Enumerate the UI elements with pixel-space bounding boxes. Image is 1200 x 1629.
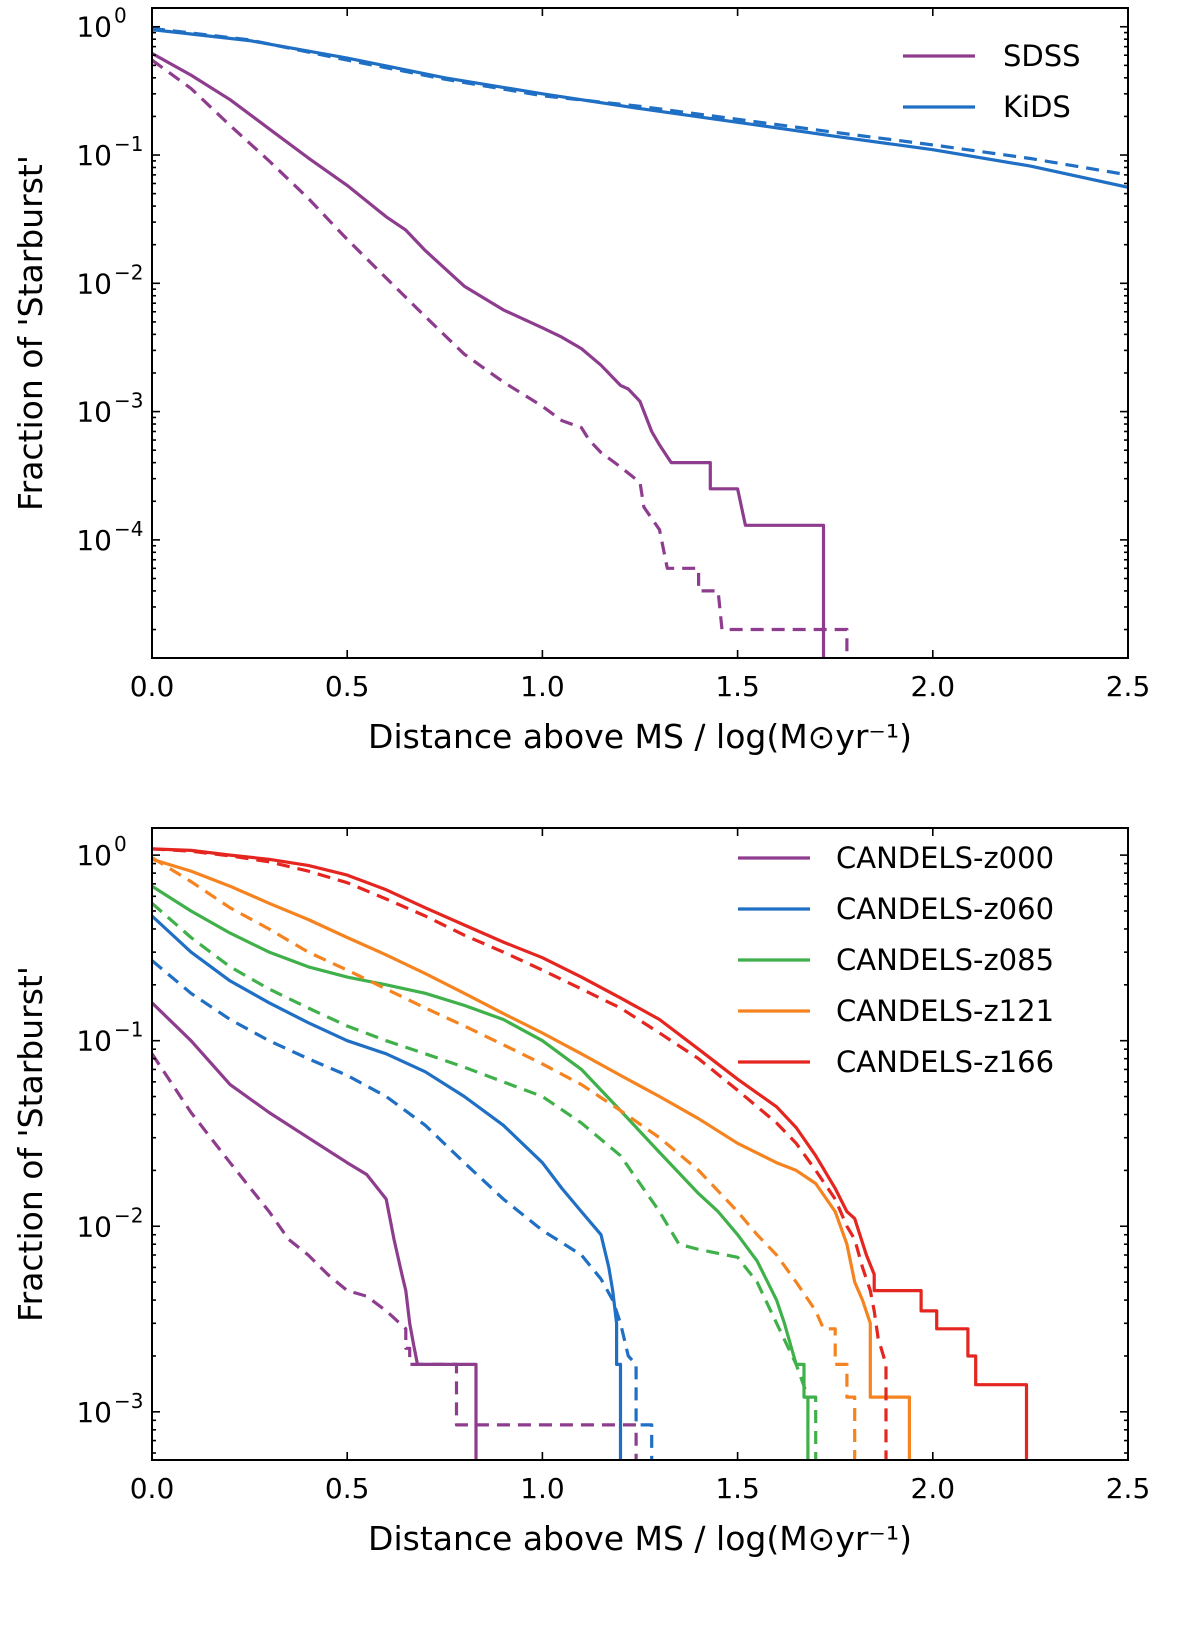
y-tick-label: 10 −1 (76, 132, 143, 172)
legend-label: SDSS (1003, 39, 1081, 73)
y-tick-base: 10 (76, 1396, 112, 1429)
plot-area (152, 26, 1128, 658)
y-tick-exponent: −1 (114, 1018, 143, 1042)
x-tick-label: 0.0 (130, 670, 175, 703)
legend: SDSS KiDS (903, 39, 1081, 124)
legend-label: KiDS (1003, 90, 1071, 124)
x-tick-label: 2.0 (911, 670, 956, 703)
y-tick-exponent: −3 (114, 1389, 143, 1413)
plot-frame (151, 827, 1129, 1461)
x-axis-title: Distance above MS / log(M⊙yr⁻¹) (368, 1519, 912, 1558)
series-kids-dashed (152, 26, 1128, 177)
series-candels-z060-solid (152, 914, 623, 1460)
y-tick-exponent: −3 (114, 389, 143, 413)
legend-label: CANDELS-z121 (836, 994, 1054, 1028)
y-tick-base: 10 (76, 839, 112, 872)
series-candels-z085-dashed (152, 902, 818, 1460)
y-tick-exponent: −1 (114, 132, 143, 156)
x-tick-label: 1.0 (520, 670, 565, 703)
x-tick-label: 0.5 (325, 1472, 370, 1505)
legend-label: CANDELS-z166 (836, 1045, 1054, 1079)
y-tick-label: 10 −2 (76, 1203, 143, 1243)
plot-frame (151, 7, 1129, 659)
x-tick-label: 0.5 (325, 670, 370, 703)
y-tick-exponent: −2 (114, 1203, 143, 1227)
plot-area (152, 847, 1029, 1460)
y-tick-label: 10 −1 (76, 1018, 143, 1058)
y-axis-title: Fraction of 'Starburst' (11, 155, 50, 511)
y-tick-base: 10 (76, 139, 112, 172)
y-tick-label: 10 −3 (76, 1389, 143, 1429)
x-tick-label: 1.5 (715, 670, 760, 703)
y-tick-base: 10 (76, 396, 112, 429)
y-tick-exponent: 0 (114, 832, 127, 856)
y-tick-base: 10 (76, 1210, 112, 1243)
y-tick-base: 10 (76, 11, 112, 44)
legend: CANDELS-z000 CANDELS-z060 CANDELS-z085 CAND… (738, 841, 1054, 1079)
y-tick-base: 10 (76, 524, 112, 557)
x-tick-label: 2.5 (1106, 1472, 1151, 1505)
y-tick-exponent: −4 (114, 517, 143, 541)
y-tick-base: 10 (76, 267, 112, 300)
y-tick-base: 10 (76, 1025, 112, 1058)
series-sdss-dashed (152, 58, 849, 658)
series-candels-z166-solid (152, 847, 1029, 1460)
x-tick-label: 1.0 (520, 1472, 565, 1505)
legend-label: CANDELS-z085 (836, 943, 1054, 977)
x-axis-title: Distance above MS / log(M⊙yr⁻¹) (368, 717, 912, 756)
series-kids-solid (152, 28, 1128, 189)
legend-label: CANDELS-z060 (836, 892, 1054, 926)
y-tick-exponent: 0 (114, 4, 127, 28)
x-tick-label: 2.0 (911, 1472, 956, 1505)
legend-label: CANDELS-z000 (836, 841, 1054, 875)
y-tick-label: 10 −2 (76, 260, 143, 300)
series-candels-z000-dashed (152, 1052, 638, 1460)
x-tick-label: 2.5 (1106, 670, 1151, 703)
series-candels-z166-dashed (152, 847, 888, 1460)
y-tick-label: 10 −3 (76, 389, 143, 429)
series-candels-z121-dashed (152, 856, 857, 1460)
series-candels-z000-solid (152, 1001, 478, 1460)
x-tick-label: 0.0 (130, 1472, 175, 1505)
series-candels-z085-solid (152, 884, 810, 1460)
y-axis-title: Fraction of 'Starburst' (11, 966, 50, 1322)
series-sdss-solid (152, 52, 826, 658)
x-tick-label: 1.5 (715, 1472, 760, 1505)
y-tick-exponent: −2 (114, 260, 143, 284)
y-tick-label: 10 0 (76, 4, 126, 44)
y-tick-label: 10 0 (76, 832, 126, 872)
y-tick-label: 10 −4 (76, 517, 143, 557)
series-candels-z060-dashed (152, 959, 654, 1460)
series-candels-z121-solid (152, 857, 912, 1460)
